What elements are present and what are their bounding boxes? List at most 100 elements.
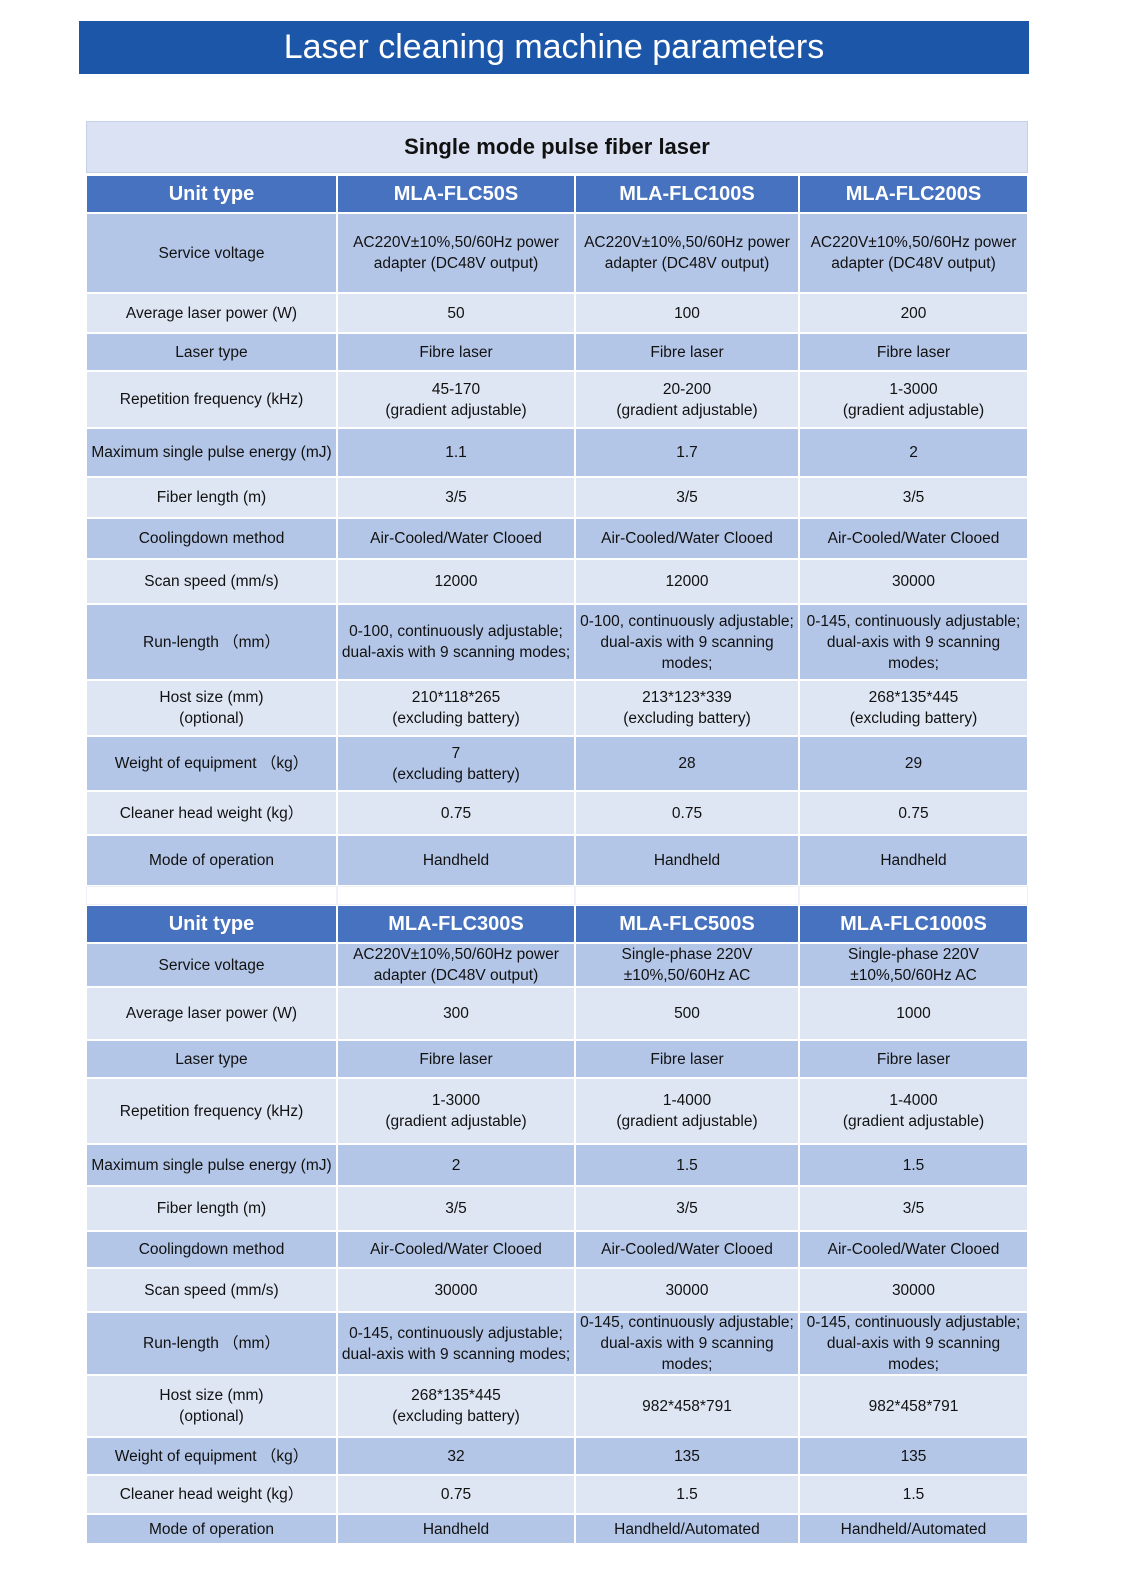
table-cell: 213*123*339 (excluding battery) <box>575 680 799 736</box>
row-label: Fiber length (m) <box>86 1186 337 1231</box>
table-cell: 1-4000 (gradient adjustable) <box>575 1078 799 1144</box>
table-cell: Fibre laser <box>337 333 575 371</box>
table-cell: Handheld/Automated <box>799 1514 1028 1544</box>
table-cell: 0-100, continuously adjustable; dual-axi… <box>337 604 575 680</box>
header-cell: Unit type <box>86 175 337 213</box>
table-cell: 2 <box>337 1144 575 1186</box>
row-label: Coolingdown method <box>86 1231 337 1268</box>
row-label: Coolingdown method <box>86 518 337 559</box>
row-label: Host size (mm) (optional) <box>86 680 337 736</box>
table-cell: 1.5 <box>799 1144 1028 1186</box>
table-cell: 12000 <box>575 559 799 604</box>
table-cell: 30000 <box>337 1268 575 1312</box>
table-cell: 50 <box>337 293 575 333</box>
table-cell: 29 <box>799 736 1028 791</box>
table-cell: 20-200 (gradient adjustable) <box>575 371 799 428</box>
table-cell: 32 <box>337 1437 575 1475</box>
spacer-cell <box>799 886 1028 905</box>
table-cell: AC220V±10%,50/60Hz power adapter (DC48V … <box>337 943 575 987</box>
table-cell: 982*458*791 <box>575 1375 799 1437</box>
row-label: Maximum single pulse energy (mJ) <box>86 1144 337 1186</box>
table-cell: Fibre laser <box>799 1040 1028 1078</box>
table-cell: Single-phase 220V ±10%,50/60Hz AC <box>799 943 1028 987</box>
spacer-cell <box>575 886 799 905</box>
table-cell: 0-100, continuously adjustable; dual-axi… <box>575 604 799 680</box>
header-cell: Unit type <box>86 905 337 943</box>
row-label: Average laser power (W) <box>86 293 337 333</box>
table-cell: 300 <box>337 987 575 1040</box>
row-label: Weight of equipment （kg） <box>86 1437 337 1475</box>
table-cell: Fibre laser <box>575 1040 799 1078</box>
table-subtitle: Single mode pulse fiber laser <box>86 121 1028 173</box>
table-cell: Handheld <box>799 835 1028 886</box>
table-cell: Handheld/Automated <box>575 1514 799 1544</box>
table-cell: 3/5 <box>575 1186 799 1231</box>
row-label: Mode of operation <box>86 835 337 886</box>
row-label: Run-length （mm） <box>86 1312 337 1375</box>
table-cell: Fibre laser <box>337 1040 575 1078</box>
row-label: Scan speed (mm/s) <box>86 559 337 604</box>
table-cell: 268*135*445 (excluding battery) <box>337 1375 575 1437</box>
table-cell: 12000 <box>337 559 575 604</box>
table-cell: AC220V±10%,50/60Hz power adapter (DC48V … <box>575 213 799 293</box>
table-cell: 1-3000 (gradient adjustable) <box>799 371 1028 428</box>
table-cell: 3/5 <box>799 1186 1028 1231</box>
table-cell: 0.75 <box>799 791 1028 835</box>
table-cell: Handheld <box>337 1514 575 1544</box>
table-cell: 0-145, continuously adjustable; dual-axi… <box>799 604 1028 680</box>
table-cell: Air-Cooled/Water Clooed <box>799 1231 1028 1268</box>
table-cell: 210*118*265 (excluding battery) <box>337 680 575 736</box>
table-cell: 2 <box>799 428 1028 477</box>
table-cell: 100 <box>575 293 799 333</box>
table-cell: 135 <box>799 1437 1028 1475</box>
spacer-cell <box>86 886 337 905</box>
table-cell: Air-Cooled/Water Clooed <box>575 1231 799 1268</box>
table-cell: 0.75 <box>337 1475 575 1514</box>
table-cell: 3/5 <box>337 477 575 518</box>
table-cell: 0-145, continuously adjustable; dual-axi… <box>337 1312 575 1375</box>
table-cell: 1.1 <box>337 428 575 477</box>
table-cell: Air-Cooled/Water Clooed <box>575 518 799 559</box>
row-label: Repetition frequency (kHz) <box>86 371 337 428</box>
table-cell: 30000 <box>799 1268 1028 1312</box>
table-cell: 28 <box>575 736 799 791</box>
table-cell: 1.5 <box>799 1475 1028 1514</box>
header-cell: MLA-FLC200S <box>799 175 1028 213</box>
page-title: Laser cleaning machine parameters <box>79 21 1029 74</box>
table-cell: 3/5 <box>337 1186 575 1231</box>
header-cell: MLA-FLC500S <box>575 905 799 943</box>
table-cell: 268*135*445 (excluding battery) <box>799 680 1028 736</box>
spacer-cell <box>337 886 575 905</box>
table-cell: Single-phase 220V ±10%,50/60Hz AC <box>575 943 799 987</box>
table-cell: 1-3000 (gradient adjustable) <box>337 1078 575 1144</box>
row-label: Run-length （mm） <box>86 604 337 680</box>
table-cell: 1.5 <box>575 1475 799 1514</box>
table-cell: 135 <box>575 1437 799 1475</box>
table-cell: Air-Cooled/Water Clooed <box>337 518 575 559</box>
table-cell: 1000 <box>799 987 1028 1040</box>
table-cell: Handheld <box>337 835 575 886</box>
table-cell: 0.75 <box>575 791 799 835</box>
table-cell: Air-Cooled/Water Clooed <box>799 518 1028 559</box>
table-cell: 7 (excluding battery) <box>337 736 575 791</box>
table-cell: 0-145, continuously adjustable; dual-axi… <box>799 1312 1028 1375</box>
header-cell: MLA-FLC100S <box>575 175 799 213</box>
row-label: Laser type <box>86 1040 337 1078</box>
row-label: Maximum single pulse energy (mJ) <box>86 428 337 477</box>
row-label: Host size (mm) (optional) <box>86 1375 337 1437</box>
table-cell: 1.5 <box>575 1144 799 1186</box>
row-label: Service voltage <box>86 213 337 293</box>
row-label: Weight of equipment （kg） <box>86 736 337 791</box>
table-cell: Fibre laser <box>575 333 799 371</box>
table-cell: Fibre laser <box>799 333 1028 371</box>
table-cell: 0.75 <box>337 791 575 835</box>
table-cell: 45-170 (gradient adjustable) <box>337 371 575 428</box>
table-cell: 500 <box>575 987 799 1040</box>
header-cell: MLA-FLC50S <box>337 175 575 213</box>
table-cell: Air-Cooled/Water Clooed <box>337 1231 575 1268</box>
row-label: Mode of operation <box>86 1514 337 1544</box>
table-cell: AC220V±10%,50/60Hz power adapter (DC48V … <box>337 213 575 293</box>
table-cell: 200 <box>799 293 1028 333</box>
row-label: Service voltage <box>86 943 337 987</box>
